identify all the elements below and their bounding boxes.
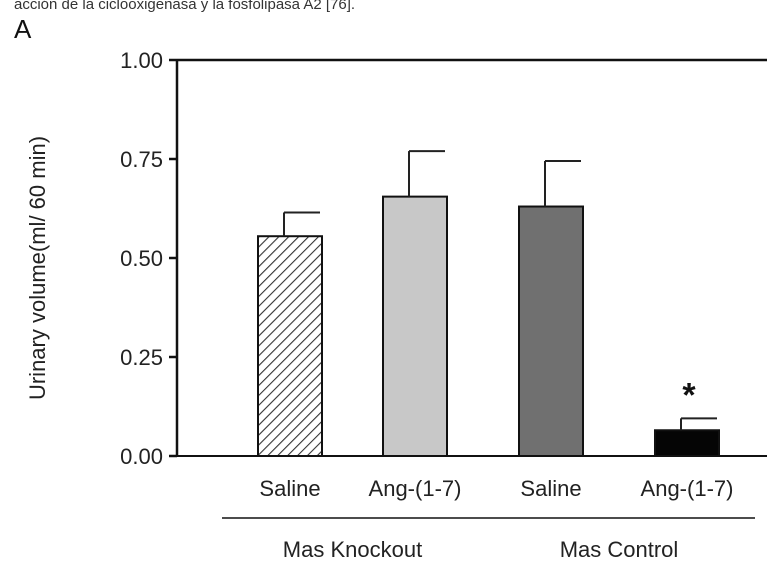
bar [257, 235, 323, 457]
bar [518, 205, 584, 457]
bar [382, 195, 448, 457]
significance-marker: * [682, 376, 696, 414]
y-tick-label: 0.75 [120, 147, 163, 172]
y-tick-label: 1.00 [120, 48, 163, 73]
bar [654, 429, 720, 458]
y-tick-label: 0.25 [120, 345, 163, 370]
category-label: Saline [259, 476, 320, 501]
panel-label: A [14, 14, 32, 44]
group-label: Mas Control [560, 537, 679, 561]
category-label: Ang-(1-7) [641, 476, 734, 501]
y-tick-label: 0.00 [120, 444, 163, 469]
y-tick-label: 0.50 [120, 246, 163, 271]
category-label: Ang-(1-7) [369, 476, 462, 501]
category-label: Saline [520, 476, 581, 501]
caption-text: acción de la ciclooxigenasa y la fosfoli… [14, 0, 356, 13]
group-label: Mas Knockout [283, 537, 422, 561]
